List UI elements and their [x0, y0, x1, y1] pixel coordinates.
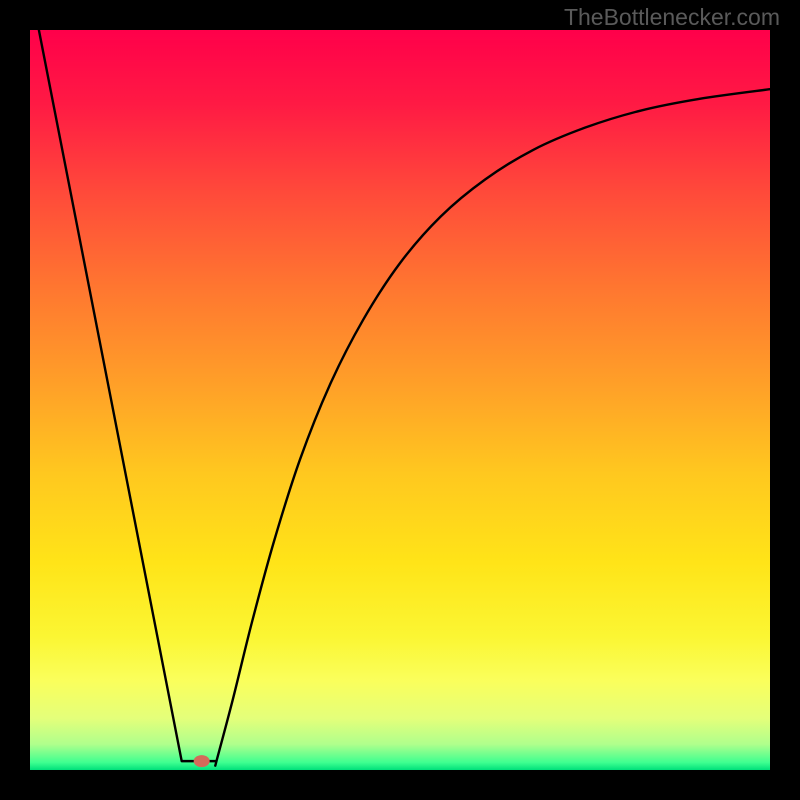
plot-background	[30, 30, 770, 770]
chart-svg	[0, 0, 800, 800]
watermark-text: TheBottlenecker.com	[564, 4, 780, 31]
figure-root: TheBottlenecker.com	[0, 0, 800, 800]
optimal-marker	[194, 755, 210, 767]
